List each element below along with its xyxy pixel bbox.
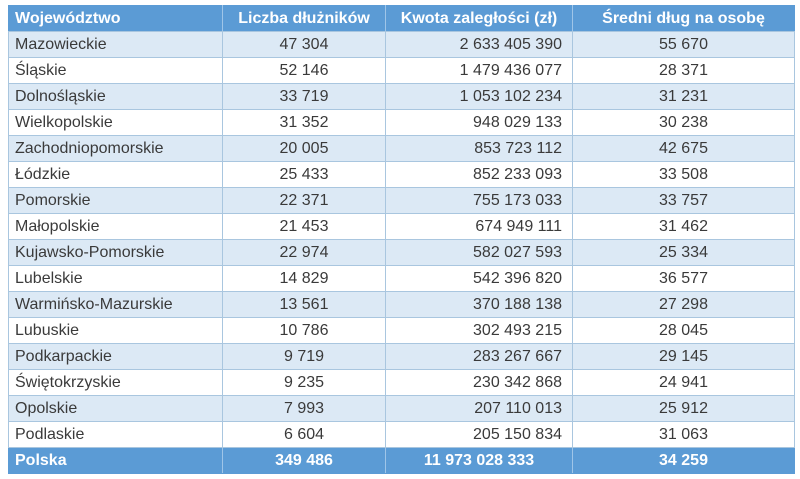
cell-wojewodztwo: Łódzkie — [8, 161, 223, 188]
table-row: Mazowieckie 47 304 2 633 405 390 55 670 — [8, 31, 795, 58]
table-row: Dolnośląskie 33 719 1 053 102 234 31 231 — [8, 83, 795, 110]
cell-liczba-dluznikow: 13 561 — [222, 291, 386, 318]
cell-kwota-zaleglosci: 2 633 405 390 — [385, 31, 573, 58]
cell-wojewodztwo: Dolnośląskie — [8, 83, 223, 110]
cell-wojewodztwo: Podkarpackie — [8, 343, 223, 370]
cell-wojewodztwo: Małopolskie — [8, 213, 223, 240]
cell-liczba-dluznikow: 47 304 — [222, 31, 386, 58]
cell-sredni-dlug: 33 757 — [572, 187, 795, 214]
column-header-liczba-dluznikow: Liczba dłużników — [222, 5, 386, 32]
cell-sredni-dlug: 25 334 — [572, 239, 795, 266]
table-footer: Polska 349 486 11 973 028 333 34 259 — [8, 447, 795, 474]
table-row: Lubelskie 14 829 542 396 820 36 577 — [8, 265, 795, 292]
cell-sredni-dlug: 31 462 — [572, 213, 795, 240]
cell-kwota-zaleglosci: 582 027 593 — [385, 239, 573, 266]
cell-wojewodztwo: Lubelskie — [8, 265, 223, 292]
table-row: Śląskie 52 146 1 479 436 077 28 371 — [8, 57, 795, 84]
cell-sredni-dlug: 24 941 — [572, 369, 795, 396]
cell-liczba-dluznikow: 9 235 — [222, 369, 386, 396]
table-row: Opolskie 7 993 207 110 013 25 912 — [8, 395, 795, 422]
cell-wojewodztwo: Opolskie — [8, 395, 223, 422]
cell-liczba-dluznikow: 31 352 — [222, 109, 386, 136]
cell-sredni-dlug: 42 675 — [572, 135, 795, 162]
cell-sredni-dlug: 28 045 — [572, 317, 795, 344]
table-row: Pomorskie 22 371 755 173 033 33 757 — [8, 187, 795, 214]
cell-liczba-dluznikow: 33 719 — [222, 83, 386, 110]
cell-liczba-dluznikow: 25 433 — [222, 161, 386, 188]
table-row: Wielkopolskie 31 352 948 029 133 30 238 — [8, 109, 795, 136]
table-row: Lubuskie 10 786 302 493 215 28 045 — [8, 317, 795, 344]
cell-sredni-dlug: 29 145 — [572, 343, 795, 370]
header-row: Województwo Liczba dłużników Kwota zaleg… — [8, 5, 795, 32]
cell-kwota-zaleglosci: 230 342 868 — [385, 369, 573, 396]
total-label: Polska — [8, 447, 223, 474]
cell-liczba-dluznikow: 22 974 — [222, 239, 386, 266]
cell-kwota-zaleglosci: 948 029 133 — [385, 109, 573, 136]
cell-wojewodztwo: Lubuskie — [8, 317, 223, 344]
table-row: Kujawsko-Pomorskie 22 974 582 027 593 25 33… — [8, 239, 795, 266]
cell-sredni-dlug: 33 508 — [572, 161, 795, 188]
cell-kwota-zaleglosci: 207 110 013 — [385, 395, 573, 422]
cell-sredni-dlug: 27 298 — [572, 291, 795, 318]
debt-table-container: Województwo Liczba dłużników Kwota zaleg… — [8, 5, 795, 474]
cell-kwota-zaleglosci: 283 267 667 — [385, 343, 573, 370]
cell-kwota-zaleglosci: 674 949 111 — [385, 213, 573, 240]
column-header-kwota-zaleglosci: Kwota zaległości (zł) — [385, 5, 573, 32]
cell-liczba-dluznikow: 9 719 — [222, 343, 386, 370]
table-row: Warmińsko-Mazurskie 13 561 370 188 138 27 2… — [8, 291, 795, 318]
cell-sredni-dlug: 30 238 — [572, 109, 795, 136]
cell-liczba-dluznikow: 10 786 — [222, 317, 386, 344]
cell-wojewodztwo: Wielkopolskie — [8, 109, 223, 136]
total-liczba-dluznikow: 349 486 — [222, 447, 386, 474]
cell-wojewodztwo: Pomorskie — [8, 187, 223, 214]
total-sredni-dlug: 34 259 — [572, 447, 795, 474]
cell-kwota-zaleglosci: 1 479 436 077 — [385, 57, 573, 84]
cell-liczba-dluznikow: 22 371 — [222, 187, 386, 214]
cell-wojewodztwo: Śląskie — [8, 57, 223, 84]
table-body: Mazowieckie 47 304 2 633 405 390 55 670 Śląs… — [8, 31, 795, 448]
cell-kwota-zaleglosci: 852 233 093 — [385, 161, 573, 188]
cell-liczba-dluznikow: 20 005 — [222, 135, 386, 162]
table-header: Województwo Liczba dłużników Kwota zaleg… — [8, 5, 795, 32]
table-row: Świętokrzyskie 9 235 230 342 868 24 941 — [8, 369, 795, 396]
cell-kwota-zaleglosci: 853 723 112 — [385, 135, 573, 162]
debt-table: Województwo Liczba dłużników Kwota zaleg… — [8, 5, 795, 474]
table-row: Łódzkie 25 433 852 233 093 33 508 — [8, 161, 795, 188]
table-row: Małopolskie 21 453 674 949 111 31 462 — [8, 213, 795, 240]
cell-wojewodztwo: Warmińsko-Mazurskie — [8, 291, 223, 318]
cell-liczba-dluznikow: 14 829 — [222, 265, 386, 292]
cell-liczba-dluznikow: 6 604 — [222, 421, 386, 448]
cell-liczba-dluznikow: 21 453 — [222, 213, 386, 240]
cell-sredni-dlug: 28 371 — [572, 57, 795, 84]
cell-wojewodztwo: Kujawsko-Pomorskie — [8, 239, 223, 266]
cell-kwota-zaleglosci: 302 493 215 — [385, 317, 573, 344]
cell-sredni-dlug: 31 063 — [572, 421, 795, 448]
cell-liczba-dluznikow: 7 993 — [222, 395, 386, 422]
cell-kwota-zaleglosci: 542 396 820 — [385, 265, 573, 292]
cell-kwota-zaleglosci: 1 053 102 234 — [385, 83, 573, 110]
cell-kwota-zaleglosci: 755 173 033 — [385, 187, 573, 214]
cell-sredni-dlug: 55 670 — [572, 31, 795, 58]
cell-sredni-dlug: 36 577 — [572, 265, 795, 292]
cell-wojewodztwo: Zachodniopomorskie — [8, 135, 223, 162]
cell-sredni-dlug: 31 231 — [572, 83, 795, 110]
column-header-wojewodztwo: Województwo — [8, 5, 223, 32]
total-row: Polska 349 486 11 973 028 333 34 259 — [8, 447, 795, 474]
column-header-sredni-dlug: Średni dług na osobę — [572, 5, 795, 32]
table-row: Zachodniopomorskie 20 005 853 723 112 42 67… — [8, 135, 795, 162]
cell-kwota-zaleglosci: 370 188 138 — [385, 291, 573, 318]
cell-wojewodztwo: Mazowieckie — [8, 31, 223, 58]
cell-liczba-dluznikow: 52 146 — [222, 57, 386, 84]
cell-wojewodztwo: Świętokrzyskie — [8, 369, 223, 396]
total-kwota-zaleglosci: 11 973 028 333 — [385, 447, 573, 474]
cell-kwota-zaleglosci: 205 150 834 — [385, 421, 573, 448]
table-row: Podlaskie 6 604 205 150 834 31 063 — [8, 421, 795, 448]
table-row: Podkarpackie 9 719 283 267 667 29 145 — [8, 343, 795, 370]
cell-sredni-dlug: 25 912 — [572, 395, 795, 422]
cell-wojewodztwo: Podlaskie — [8, 421, 223, 448]
